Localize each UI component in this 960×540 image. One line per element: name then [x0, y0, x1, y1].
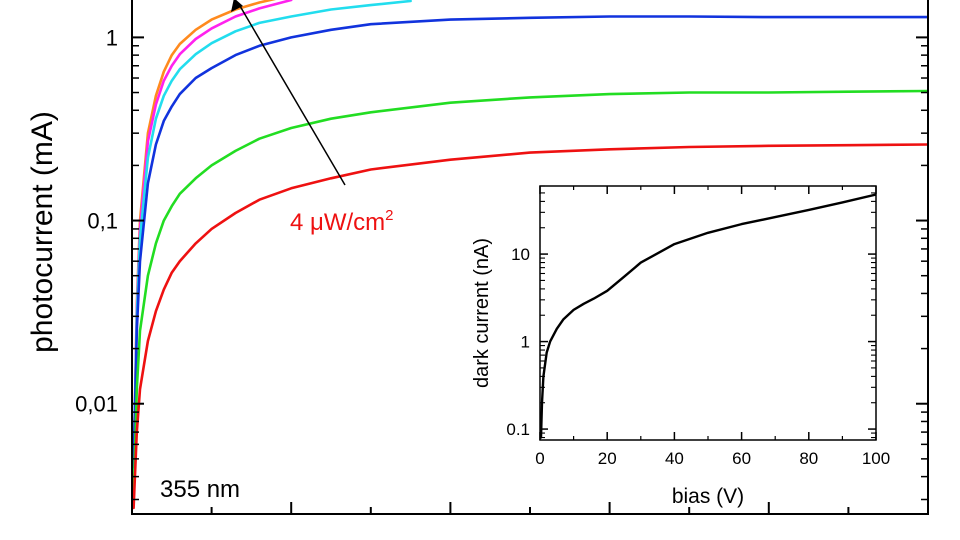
wavelength-label: 355 nm: [160, 476, 240, 503]
main-series-line-4: [132, 15, 928, 469]
main-series-line-5: [132, 89, 928, 501]
intensity-arrow: [239, 5, 346, 186]
inset-x-tick-label: 20: [598, 449, 617, 468]
intensity-mu-symbol: μ: [310, 209, 324, 236]
main-plot: 1 0,1 0,01 photocurrent (mA): [26, 0, 929, 515]
annotations: 4 μW/cm2 355 nm: [160, 0, 394, 503]
intensity-unit: W/cm: [324, 209, 385, 236]
main-y-tick-label: 1: [106, 25, 118, 50]
inset-tick-labels: 0 20 40 60 80 100 0.1 1 10: [506, 245, 890, 468]
inset-x-tick-label: 100: [862, 449, 890, 468]
main-y-tick-labels: 1 0,1 0,01: [75, 25, 118, 416]
inset-ticks: [539, 185, 877, 440]
inset-series-line-1: [540, 193, 876, 439]
inset-x-tick-label: 40: [665, 449, 684, 468]
inset-y-axis-label: dark current (nA): [471, 238, 493, 388]
main-series-group: [132, 0, 928, 510]
intensity-superscript: 2: [385, 207, 393, 224]
inset-plot: 0 20 40 60 80 100 0.1 1 10 bias (V) dark current…: [471, 185, 890, 508]
inset-x-tick-label: 60: [732, 449, 751, 468]
intensity-label: 4 μW/cm2: [290, 207, 394, 236]
inset-series-group: [540, 193, 876, 439]
intensity-arrowhead: [231, 0, 243, 12]
main-y-tick-label: 0,1: [87, 209, 118, 234]
inset-x-tick-label: 80: [799, 449, 818, 468]
inset-y-tick-label: 0.1: [506, 420, 530, 439]
inset-y-tick-label: 1: [521, 333, 530, 352]
inset-y-tick-label: 10: [511, 245, 530, 264]
main-y-axis-label: photocurrent (mA): [26, 111, 59, 353]
inset-x-axis-label: bias (V): [672, 485, 744, 508]
intensity-prefix: 4: [290, 209, 310, 236]
inset-background: [540, 186, 876, 440]
main-series-line-3: [132, 0, 412, 478]
main-series-line-6: [132, 143, 928, 510]
main-ticks: [131, 36, 929, 514]
main-y-tick-label: 0,01: [75, 392, 118, 417]
inset-x-tick-label: 0: [535, 449, 544, 468]
